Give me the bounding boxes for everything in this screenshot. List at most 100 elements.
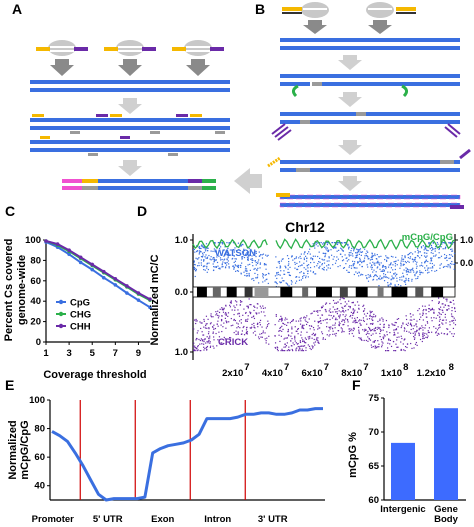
watson-point (350, 267, 353, 269)
watson-point (367, 274, 369, 276)
watson-point (394, 272, 396, 274)
watson-point (353, 250, 355, 252)
watson-point (426, 252, 428, 254)
crick-point (435, 327, 437, 329)
watson-point (355, 252, 357, 254)
crick-point (374, 339, 376, 342)
watson-point (400, 265, 402, 267)
watson-point (372, 278, 375, 280)
crick-point (225, 304, 227, 306)
watson-point (299, 272, 301, 274)
watson-point (407, 279, 409, 281)
crick-point (427, 335, 429, 337)
watson-point (276, 283, 278, 285)
watson-point (305, 255, 307, 257)
crick-point (413, 325, 415, 327)
crick-point (342, 324, 344, 326)
watson-point (404, 260, 406, 263)
crick-point (427, 330, 429, 332)
crick-point (295, 348, 297, 350)
crick-point (310, 348, 312, 351)
watson-point (390, 283, 392, 285)
crick-point (319, 317, 321, 319)
crick-point (350, 311, 352, 313)
watson-point (348, 254, 350, 256)
watson-point (408, 277, 410, 280)
crick-point (303, 327, 305, 330)
watson-point (380, 255, 382, 257)
crick-point (365, 339, 368, 342)
crick-point (209, 342, 211, 344)
y-tick-label-right: 1.0 (460, 235, 473, 246)
watson-point (317, 263, 319, 265)
crick-point (349, 315, 351, 318)
watson-point (200, 255, 203, 258)
watson-point (427, 267, 429, 269)
crick-point (274, 346, 276, 349)
crick-point (343, 305, 346, 307)
crick-point (212, 331, 214, 333)
watson-point (392, 264, 394, 266)
watson-point (394, 284, 396, 286)
y-tick-label: 100 (25, 235, 41, 246)
watson-point (218, 242, 220, 244)
crick-point (325, 311, 327, 313)
watson-point (369, 274, 372, 276)
crick-point (218, 315, 220, 317)
crick-point (407, 324, 409, 327)
crick-point (447, 328, 449, 330)
watson-point (357, 251, 359, 253)
crick-point (227, 312, 230, 314)
crick-point (344, 301, 346, 303)
watson-point (256, 269, 258, 271)
watson-point (299, 265, 301, 267)
watson-point (438, 248, 440, 251)
crick-point (345, 314, 347, 316)
watson-point (256, 277, 258, 279)
watson-point (422, 272, 424, 274)
crick-point (197, 349, 199, 351)
watson-point (202, 254, 204, 256)
watson-point (350, 250, 352, 252)
crick-point (225, 314, 227, 316)
x-tick-exponent: 7 (363, 362, 368, 373)
ideogram-band (431, 287, 444, 297)
watson-point (321, 264, 323, 266)
watson-point (388, 264, 390, 266)
crick-point (453, 322, 455, 324)
crick-point (363, 330, 366, 332)
crick-point (246, 333, 248, 335)
panel-label-c: C (5, 203, 15, 219)
crick-point (442, 323, 444, 325)
watson-point (225, 264, 228, 266)
crick-point (440, 332, 443, 334)
watson-point (203, 259, 205, 261)
crick-point (322, 305, 324, 307)
crick-point (386, 334, 388, 336)
crick-point (265, 327, 268, 329)
crick-point (297, 333, 299, 335)
watson-point (297, 265, 300, 268)
watson-point (225, 266, 227, 268)
crick-point (343, 319, 345, 321)
crick-point (291, 328, 293, 330)
crick-point (446, 298, 448, 300)
crick-point (338, 324, 340, 326)
crick-point (405, 323, 408, 325)
crick-point (329, 333, 331, 336)
crick-point (193, 349, 195, 351)
watson-point (359, 251, 361, 253)
watson-point (206, 262, 209, 264)
crick-point (369, 312, 372, 314)
crick-point (197, 345, 199, 347)
crick-point (231, 309, 233, 311)
watson-point (402, 263, 405, 265)
crick-point (219, 308, 221, 310)
watson-point (218, 247, 221, 250)
crick-point (292, 342, 294, 344)
watson-point (218, 255, 220, 257)
crick-point (318, 321, 320, 323)
watson-point (236, 270, 238, 272)
crick-point (300, 350, 302, 352)
crick-point (389, 343, 391, 345)
